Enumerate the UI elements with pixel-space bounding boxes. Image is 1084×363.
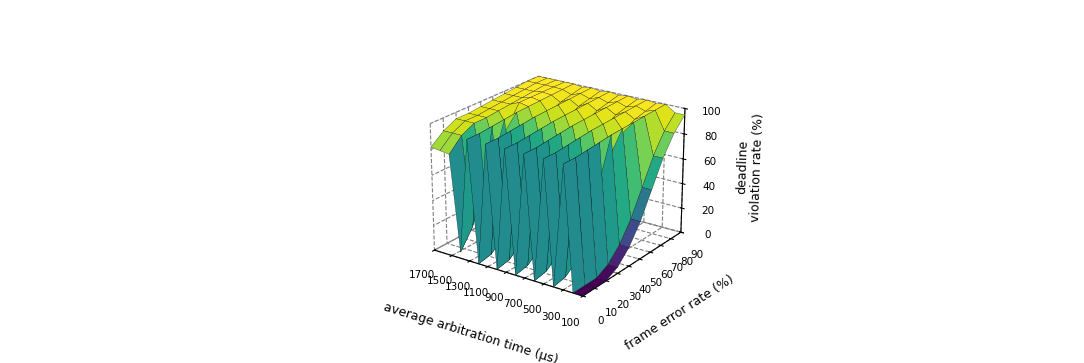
X-axis label: average arbitration time (µs): average arbitration time (µs) [383,301,560,363]
Y-axis label: frame error rate (%): frame error rate (%) [622,273,736,353]
